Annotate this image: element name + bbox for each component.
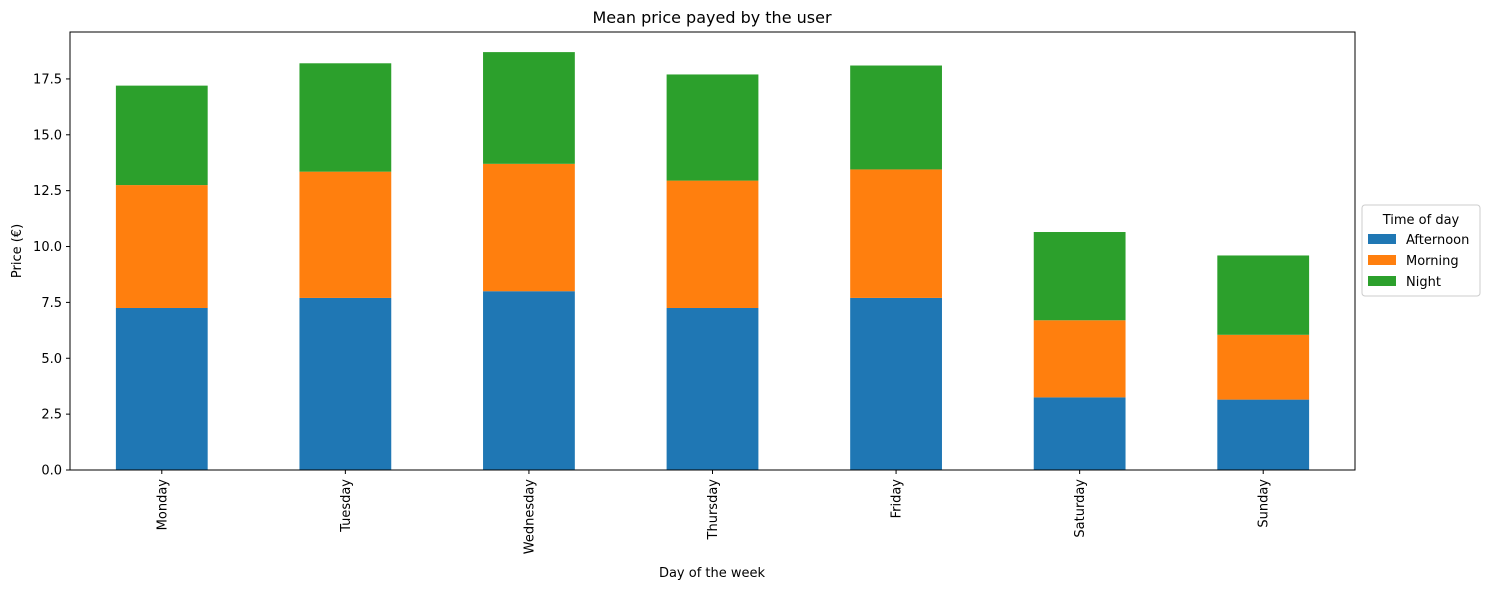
bar-morning-friday <box>850 169 942 298</box>
y-axis-label: Price (€) <box>10 224 25 278</box>
bar-afternoon-friday <box>850 297 942 470</box>
x-tick-label: Tuesday <box>339 479 354 533</box>
x-tick-label: Sunday <box>1257 479 1272 528</box>
y-tick-label: 17.5 <box>33 72 62 87</box>
plot-frame <box>69 31 1356 471</box>
bar-morning-sunday <box>1217 334 1310 400</box>
bar-afternoon-saturday <box>1033 397 1126 470</box>
bar-afternoon-thursday <box>666 307 759 470</box>
bar-night-thursday <box>666 74 759 181</box>
bar-morning-monday <box>115 185 208 308</box>
bar-night-tuesday <box>299 63 392 172</box>
bar-afternoon-wednesday <box>483 291 575 470</box>
bar-morning-wednesday <box>483 163 575 292</box>
bar-afternoon-monday <box>115 307 208 470</box>
bar-morning-thursday <box>666 180 759 308</box>
y-tick-label: 5.0 <box>41 352 62 367</box>
x-axis: Monday Tuesday Wednesday Thursday Friday Satu… <box>155 470 1272 555</box>
y-tick-label: 10.0 <box>33 240 62 255</box>
x-tick-label: Friday <box>890 479 905 519</box>
y-tick-label: 2.5 <box>41 408 62 423</box>
bar-morning-saturday <box>1033 320 1126 398</box>
bar-night-friday <box>850 65 942 170</box>
chart-title: Mean price payed by the user <box>592 8 831 27</box>
bar-afternoon-tuesday <box>299 297 392 470</box>
legend: Time of day Afternoon Morning Night <box>1361 204 1481 297</box>
legend-title: Time of day <box>1382 213 1460 228</box>
bar-night-wednesday <box>483 52 575 164</box>
y-tick-label: 15.0 <box>33 128 62 143</box>
y-tick-label: 12.5 <box>33 184 62 199</box>
bar-night-monday <box>115 85 208 186</box>
legend-swatch-morning <box>1368 255 1396 265</box>
x-tick-label: Thursday <box>706 479 721 541</box>
legend-label-afternoon: Afternoon <box>1406 233 1469 248</box>
legend-swatch-afternoon <box>1368 234 1396 244</box>
y-tick-label: 0.0 <box>41 464 62 479</box>
x-axis-label: Day of the week <box>659 566 766 581</box>
y-tick-label: 7.5 <box>41 296 62 311</box>
legend-label-morning: Morning <box>1406 254 1459 269</box>
bar-night-saturday <box>1033 232 1126 321</box>
bar-night-sunday <box>1217 255 1310 335</box>
legend-frame <box>1361 204 1481 297</box>
y-axis: 0.0 2.5 5.0 7.5 10.0 12.5 15.0 17.5 <box>33 72 70 479</box>
bar-morning-tuesday <box>299 171 392 298</box>
bars-layer <box>115 52 1310 470</box>
legend-swatch-night <box>1368 276 1396 286</box>
x-tick-label: Saturday <box>1073 479 1088 538</box>
x-tick-label: Wednesday <box>522 479 537 555</box>
bar-afternoon-sunday <box>1217 399 1310 470</box>
x-tick-label: Monday <box>155 479 170 531</box>
legend-label-night: Night <box>1406 275 1441 290</box>
